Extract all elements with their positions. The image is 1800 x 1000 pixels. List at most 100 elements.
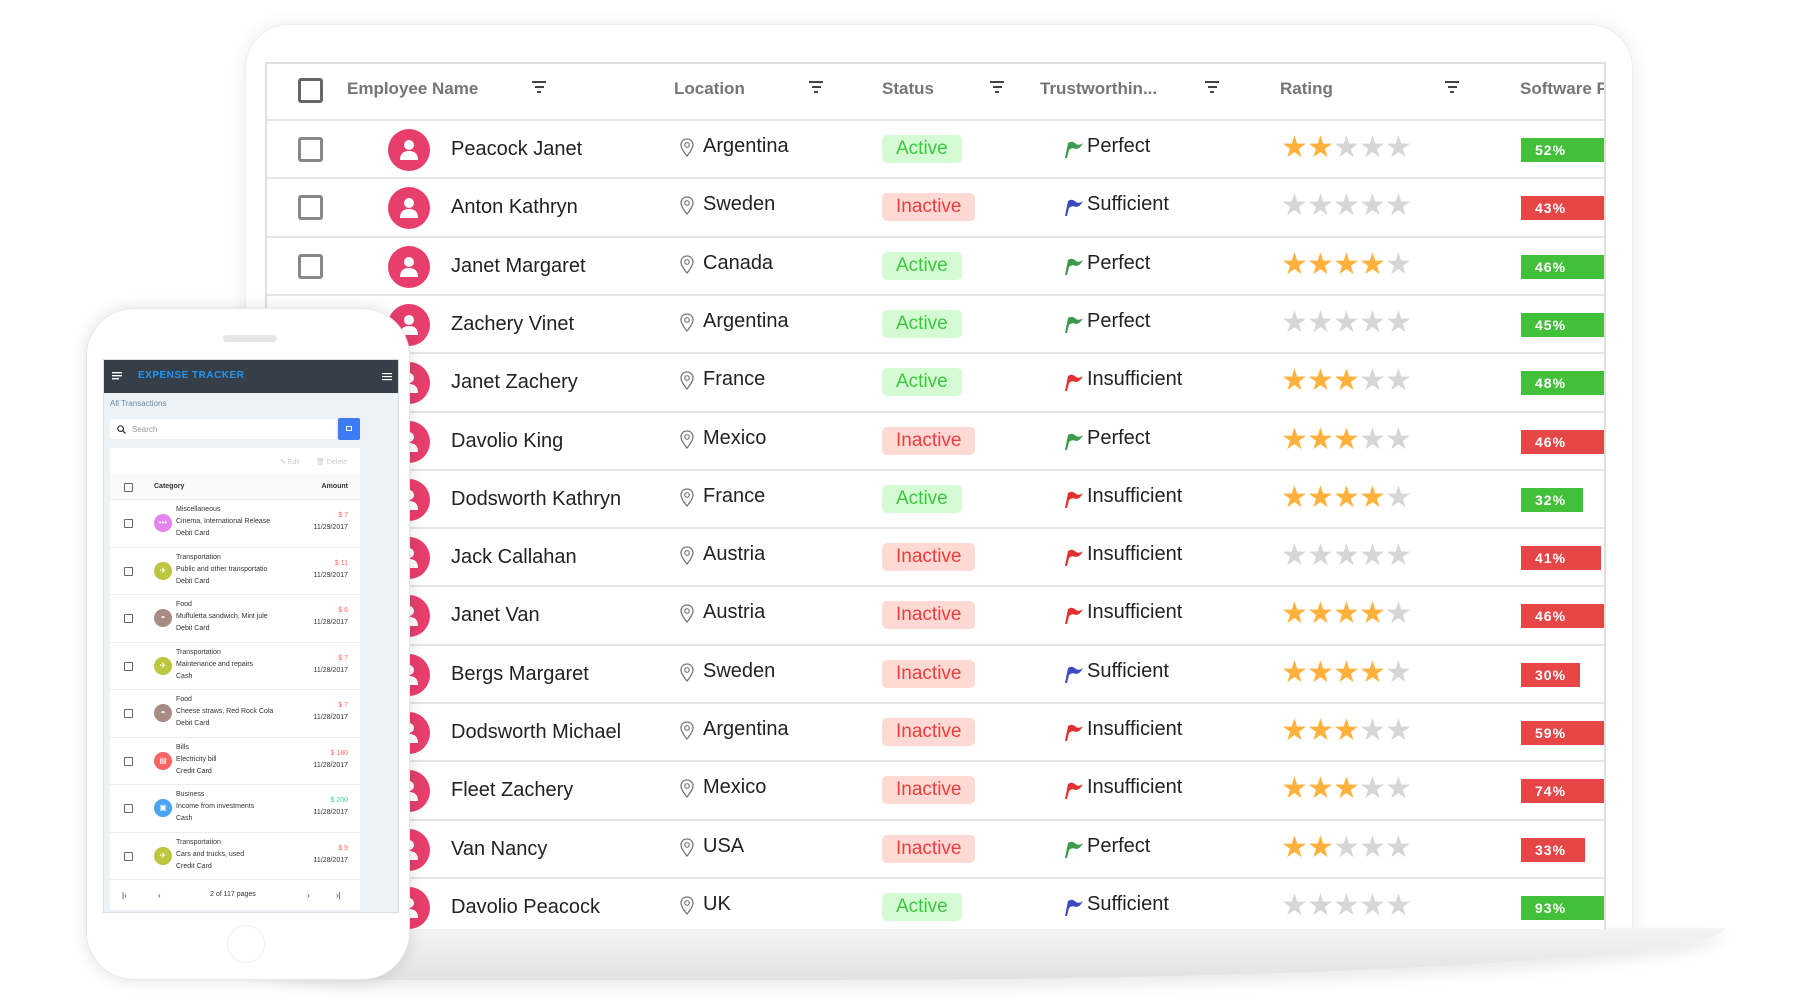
table-row[interactable]: Janet Margaret Canada Active Perfect ★ ★ ★… [267, 235, 1604, 294]
transaction-item[interactable]: ▣ Business Income from investments Cash $ … [110, 785, 360, 833]
edit-button[interactable]: ✎ Edit [280, 459, 300, 466]
row-checkbox[interactable] [124, 566, 133, 576]
star-icon[interactable]: ★ [1307, 189, 1334, 223]
row-checkbox[interactable] [298, 137, 323, 162]
star-icon[interactable]: ★ [1385, 888, 1412, 922]
star-icon[interactable]: ★ [1307, 247, 1334, 281]
star-icon[interactable]: ★ [1359, 189, 1386, 223]
transaction-item[interactable]: ▤ Bills Electricity bill Credit Card $ 180… [110, 738, 360, 785]
star-icon[interactable]: ★ [1385, 422, 1412, 456]
star-icon[interactable]: ★ [1281, 655, 1308, 689]
row-checkbox[interactable] [124, 709, 133, 718]
star-icon[interactable]: ★ [1307, 655, 1334, 689]
star-icon[interactable]: ★ [1359, 539, 1386, 573]
star-icon[interactable]: ★ [1333, 888, 1360, 922]
star-icon[interactable]: ★ [1281, 772, 1308, 806]
search-button[interactable] [338, 418, 360, 440]
star-icon[interactable]: ★ [1307, 772, 1334, 806]
rating-stars[interactable]: ★ ★ ★ ★ ★ [1281, 305, 1412, 339]
rating-stars[interactable]: ★ ★ ★ ★ ★ [1281, 189, 1412, 223]
star-icon[interactable]: ★ [1385, 830, 1412, 864]
star-icon[interactable]: ★ [1333, 714, 1360, 747]
star-icon[interactable]: ★ [1333, 655, 1360, 689]
star-icon[interactable]: ★ [1281, 714, 1308, 747]
star-icon[interactable]: ★ [1359, 714, 1386, 747]
star-icon[interactable]: ★ [1385, 655, 1412, 689]
star-icon[interactable]: ★ [1333, 305, 1360, 339]
header-status[interactable]: Status [882, 79, 934, 98]
star-icon[interactable]: ★ [1307, 597, 1334, 631]
star-icon[interactable]: ★ [1359, 131, 1386, 164]
star-icon[interactable]: ★ [1385, 364, 1412, 398]
rating-stars[interactable]: ★ ★ ★ ★ ★ [1281, 830, 1412, 864]
rating-stars[interactable]: ★ ★ ★ ★ ★ [1281, 597, 1412, 631]
row-checkbox[interactable] [124, 804, 133, 813]
star-icon[interactable]: ★ [1307, 539, 1334, 573]
star-icon[interactable]: ★ [1307, 422, 1334, 456]
table-row[interactable]: Zachery Vinet Argentina Active Perfect ★… [267, 293, 1604, 352]
table-row[interactable]: Bergs Margaret Sweden Inactive Sufficien… [267, 643, 1604, 702]
delete-button[interactable]: 🗑 Delete [316, 459, 348, 466]
star-icon[interactable]: ★ [1359, 888, 1386, 922]
star-icon[interactable]: ★ [1333, 772, 1360, 806]
star-icon[interactable]: ★ [1281, 422, 1308, 456]
star-icon[interactable]: ★ [1281, 247, 1308, 281]
header-rating[interactable]: Rating [1280, 79, 1333, 98]
star-icon[interactable]: ★ [1359, 247, 1386, 281]
star-icon[interactable]: ★ [1385, 714, 1412, 747]
star-icon[interactable]: ★ [1333, 247, 1360, 281]
star-icon[interactable]: ★ [1359, 364, 1386, 398]
table-row[interactable]: Peacock Janet Argentina Active Perfect ★… [267, 119, 1604, 177]
transaction-item[interactable]: ✈ Transportation Public and other transpo… [110, 548, 360, 595]
star-icon[interactable]: ★ [1281, 539, 1308, 573]
star-icon[interactable]: ★ [1307, 480, 1334, 514]
star-icon[interactable]: ★ [1359, 305, 1386, 339]
header-employee-name[interactable]: Employee Name [347, 79, 479, 98]
rating-stars[interactable]: ★ ★ ★ ★ ★ [1281, 714, 1412, 747]
next-page-icon[interactable]: › [307, 891, 310, 900]
star-icon[interactable]: ★ [1385, 597, 1412, 631]
filter-icon[interactable] [989, 81, 1005, 95]
transaction-item[interactable]: ◓ Food Muffuletta sandwich, Mint jule Debi… [110, 595, 360, 643]
row-checkbox[interactable] [298, 195, 323, 221]
table-row[interactable]: Fleet Zachery Mexico Inactive Insufficie… [267, 760, 1604, 818]
table-row[interactable]: Davolio Peacock UK Active Sufficient ★ ★ ★… [267, 876, 1604, 929]
star-icon[interactable]: ★ [1385, 247, 1412, 281]
star-icon[interactable]: ★ [1307, 830, 1334, 864]
star-icon[interactable]: ★ [1359, 772, 1386, 806]
star-icon[interactable]: ★ [1359, 655, 1386, 689]
table-row[interactable]: Van Nancy USA Inactive Perfect ★ ★ ★ ★ ★ 33% [267, 818, 1604, 877]
transaction-item[interactable]: ✈ Transportation Maintenance and repairs C… [110, 643, 360, 690]
star-icon[interactable]: ★ [1333, 131, 1360, 164]
transaction-item[interactable]: ◓ Food Cheese straws, Red Rock Cola Debit … [110, 690, 360, 738]
first-page-icon[interactable]: |‹ [122, 891, 127, 900]
select-all-checkbox[interactable] [124, 483, 133, 492]
star-icon[interactable]: ★ [1281, 131, 1308, 164]
filter-icon[interactable] [1444, 81, 1460, 95]
table-row[interactable]: Anton Kathryn Sweden Inactive Sufficient… [267, 177, 1604, 235]
star-icon[interactable]: ★ [1385, 189, 1412, 223]
rating-stars[interactable]: ★ ★ ★ ★ ★ [1281, 131, 1412, 164]
star-icon[interactable]: ★ [1333, 597, 1360, 631]
star-icon[interactable]: ★ [1359, 480, 1386, 514]
row-checkbox[interactable] [124, 851, 133, 861]
rating-stars[interactable]: ★ ★ ★ ★ ★ [1281, 539, 1412, 573]
row-checkbox[interactable] [124, 661, 133, 671]
prev-page-icon[interactable]: ‹ [158, 891, 161, 900]
star-icon[interactable]: ★ [1385, 772, 1412, 806]
star-icon[interactable]: ★ [1333, 364, 1360, 398]
transaction-item[interactable]: ✈ Transportation Cars and trucks, used Cre… [110, 833, 360, 880]
star-icon[interactable]: ★ [1333, 830, 1360, 864]
rating-stars[interactable]: ★ ★ ★ ★ ★ [1281, 364, 1412, 398]
header-location[interactable]: Location [674, 79, 745, 98]
table-row[interactable]: Dodsworth Michael Argentina Inactive Ins… [267, 702, 1604, 760]
row-checkbox[interactable] [298, 253, 323, 279]
rating-stars[interactable]: ★ ★ ★ ★ ★ [1281, 480, 1412, 514]
star-icon[interactable]: ★ [1307, 131, 1334, 164]
star-icon[interactable]: ★ [1281, 364, 1308, 398]
table-row[interactable]: Janet Van Austria Inactive Insufficient … [267, 585, 1604, 643]
star-icon[interactable]: ★ [1281, 888, 1308, 922]
star-icon[interactable]: ★ [1385, 131, 1412, 164]
rating-stars[interactable]: ★ ★ ★ ★ ★ [1281, 422, 1412, 456]
row-checkbox[interactable] [124, 756, 133, 766]
